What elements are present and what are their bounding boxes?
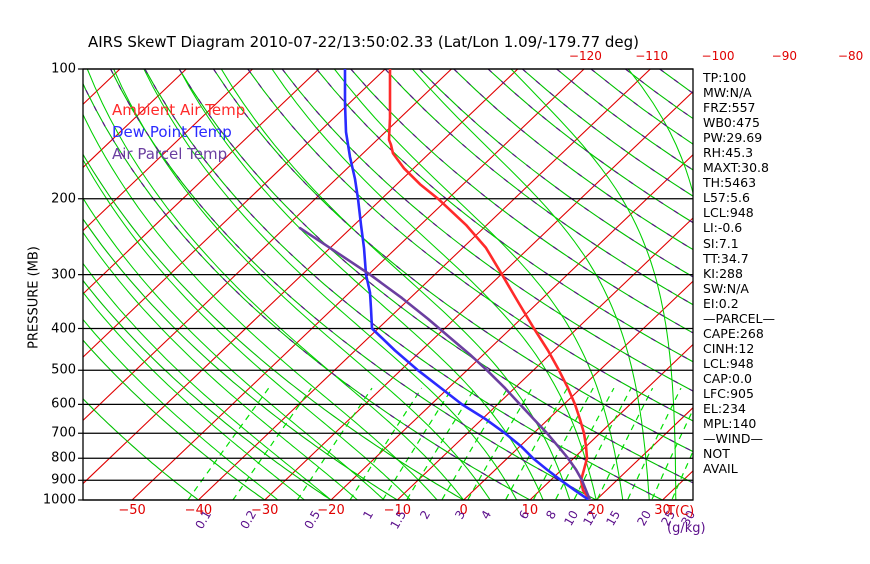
pressure-tick: 200 xyxy=(40,191,76,206)
parameter-item: —PARCEL— xyxy=(703,311,823,326)
pressure-tick: 900 xyxy=(40,473,76,488)
mixing-ratio-line xyxy=(227,388,312,509)
parameter-item: CAP:0.0 xyxy=(703,371,823,386)
legend-air-parcel-temp: Air Parcel Temp xyxy=(112,145,227,163)
parameter-item: MW:N/A xyxy=(703,85,823,100)
parameter-item: L57:5.6 xyxy=(703,190,823,205)
bottom-temp-tick: −50 xyxy=(118,503,145,518)
top-temp-tick: −80 xyxy=(838,49,863,63)
pressure-tick: 300 xyxy=(40,267,76,282)
parameter-item: CAPE:268 xyxy=(703,326,823,341)
parameter-item: CINH:12 xyxy=(703,341,823,356)
pressure-tick: 400 xyxy=(40,321,76,336)
parameter-item: TT:34.7 xyxy=(703,251,823,266)
saturated-adiabat-line xyxy=(511,69,676,500)
parameter-item: LI:-0.6 xyxy=(703,220,823,235)
parameter-item: LCL:948 xyxy=(703,205,823,220)
top-temp-tick: −90 xyxy=(772,49,797,63)
parameter-item: MPL:140 xyxy=(703,416,823,431)
parameter-item: EI:0.2 xyxy=(703,296,823,311)
parameter-item: TH:5463 xyxy=(703,175,823,190)
pressure-tick: 500 xyxy=(40,363,76,378)
mixing-ratio-axis-label: (g/kg) xyxy=(667,521,706,536)
pressure-tick: 1000 xyxy=(40,493,76,508)
parameter-item: AVAIL xyxy=(703,461,823,476)
series-air-parcel-temp xyxy=(300,228,590,500)
mixing-ratio-line xyxy=(501,388,568,509)
parameter-item: LCL:948 xyxy=(703,356,823,371)
parameter-item: LFC:905 xyxy=(703,386,823,401)
top-temp-tick: −120 xyxy=(569,49,602,63)
mixing-ratio-line xyxy=(181,388,268,509)
parameter-item: WB0:475 xyxy=(703,115,823,130)
parameter-item: NOT xyxy=(703,446,823,461)
pressure-tick: 800 xyxy=(40,451,76,466)
parameter-item: MAXT:30.8 xyxy=(703,160,823,175)
legend-ambient-air-temp: Ambient Air Temp xyxy=(112,101,245,119)
dry-adiabat-line xyxy=(42,69,464,500)
parameter-item: SW:N/A xyxy=(703,281,823,296)
parameter-item: RH:45.3 xyxy=(703,145,823,160)
dry-adiabat-line xyxy=(866,69,870,500)
isotherm-line xyxy=(861,69,870,500)
saturated-adiabat-line xyxy=(334,69,622,500)
top-temp-tick: −110 xyxy=(635,49,668,63)
pressure-tick: 600 xyxy=(40,397,76,412)
isotherm-line xyxy=(265,69,717,500)
pressure-axis-label: PRESSURE (MB) xyxy=(27,238,42,358)
top-temp-tick: −100 xyxy=(702,49,735,63)
saturated-adiabat-line xyxy=(221,69,569,500)
pressure-tick: 100 xyxy=(40,62,76,77)
parameter-item: KI:288 xyxy=(703,266,823,281)
parameter-item: —WIND— xyxy=(703,431,823,446)
parameter-item: PW:29.69 xyxy=(703,130,823,145)
pressure-tick: 700 xyxy=(40,426,76,441)
parameter-item: EL:234 xyxy=(703,401,823,416)
dry-adiabat-line xyxy=(831,69,870,500)
parameter-item: FRZ:557 xyxy=(703,100,823,115)
legend-dew-point-temp: Dew Point Temp xyxy=(112,123,232,141)
parameter-item: TP:100 xyxy=(703,70,823,85)
temperature-axis-label: T(C) xyxy=(667,504,694,519)
parameter-item: SI:7.1 xyxy=(703,236,823,251)
